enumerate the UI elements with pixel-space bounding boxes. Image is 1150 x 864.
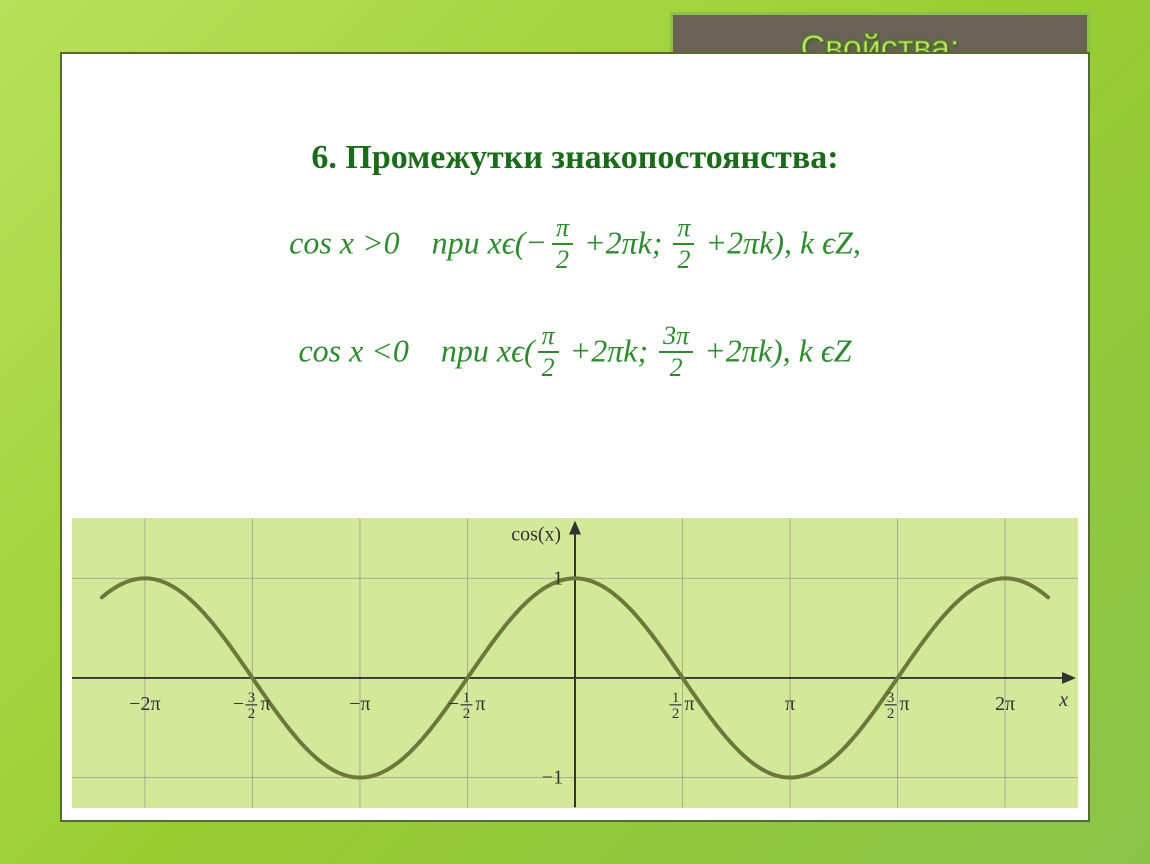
svg-text:1: 1 [672,690,679,706]
f1-elem: ϵ [502,224,515,260]
f1-word: при [432,224,480,260]
cosine-chart: 1−1cos(x)x−2π−32π−π−12π12ππ32π2π [72,518,1078,808]
svg-text:−1: −1 [542,767,563,789]
f2-word: при [441,332,489,368]
f1-mid2: +2πk), k [697,224,822,260]
f1-var: x [488,224,502,260]
svg-text:π: π [260,693,270,715]
svg-text:x: x [1058,689,1068,711]
svg-text:2: 2 [463,706,470,722]
f1-minus: − [525,224,547,260]
f2-var: x [497,332,511,368]
section-title: 6. Промежутки знакопостоянства: [72,139,1078,177]
svg-text:π: π [684,693,694,715]
svg-text:2: 2 [887,706,894,722]
formula-positive: cos x >0 при xϵ(−π2 +2πk; π2 +2πk), k ϵZ… [72,217,1078,275]
svg-text:3: 3 [887,690,894,706]
svg-text:cos(x): cos(x) [511,523,561,545]
f1-mid1: +2πk; [576,224,670,260]
f1-elem2: ϵ [822,224,835,260]
f2-elem2: ϵ [821,332,834,368]
svg-text:−: − [233,693,244,715]
svg-text:2π: 2π [995,693,1015,715]
f2-tail: Z [834,332,852,368]
svg-text:−π: −π [349,693,370,715]
cosine-svg: 1−1cos(x)x−2π−32π−π−12π12ππ32π2π [72,518,1078,808]
main-panel: 6. Промежутки знакопостоянства: cos x >0… [60,52,1090,822]
svg-text:π: π [785,693,795,715]
svg-text:1: 1 [463,690,470,706]
f1-tail: Z, [835,224,861,260]
f2-frac1: π2 [538,323,559,381]
svg-text:3: 3 [248,690,255,706]
svg-text:2: 2 [672,706,679,722]
f2-lhs: cos x <0 [298,332,408,368]
svg-text:1: 1 [553,567,563,589]
f1-frac1: π2 [552,215,573,273]
f2-open: ( [524,332,535,368]
f1-open: ( [515,224,526,260]
f1-frac2: π2 [673,215,694,273]
f2-elem: ϵ [511,332,524,368]
f2-frac2: 3π2 [659,323,693,381]
f2-mid2: +2πk), k [696,332,821,368]
formula-negative: cos x <0 при xϵ(π2 +2πk; 3π2 +2πk), k ϵZ [72,325,1078,383]
svg-text:2: 2 [248,706,255,722]
f1-lhs: cos x >0 [289,224,399,260]
svg-text:π: π [900,693,910,715]
f2-mid1: +2πk; [562,332,656,368]
svg-text:π: π [475,693,485,715]
svg-text:−: − [448,693,459,715]
svg-text:−2π: −2π [129,693,160,715]
